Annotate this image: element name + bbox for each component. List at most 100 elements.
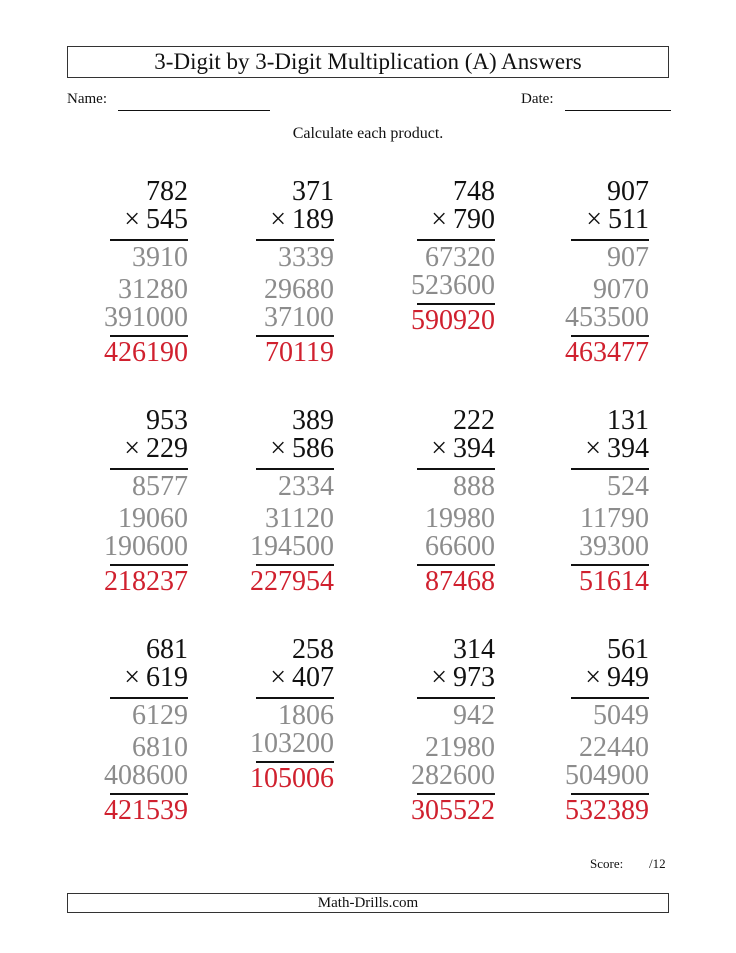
partial-product: 1806 [278, 700, 334, 731]
partial-product: 523600 [411, 270, 495, 301]
partial-product: 67320 [425, 242, 495, 273]
answer: 532389 [565, 795, 649, 826]
partial-product: 21980 [425, 732, 495, 763]
multiplier: 545 [146, 204, 188, 235]
multiplier-rule [417, 239, 495, 241]
multiplier-row: × 790 [431, 206, 495, 234]
partial-product: 504900 [565, 760, 649, 791]
sum-rule [571, 793, 649, 795]
partial-product: 408600 [104, 760, 188, 791]
multiplicand: 222 [453, 405, 495, 436]
partial-product: 391000 [104, 302, 188, 333]
problem: 131 × 394 524 11790 39300 51614 [539, 407, 649, 607]
date-field[interactable] [565, 110, 671, 111]
partial-product: 6129 [132, 700, 188, 731]
multiplier-row: × 586 [270, 435, 334, 463]
sum-rule [110, 564, 188, 566]
multiplier-rule [571, 239, 649, 241]
multiplier: 394 [453, 433, 495, 464]
partial-product: 5049 [593, 700, 649, 731]
answer: 590920 [411, 305, 495, 336]
multiplier: 790 [453, 204, 495, 235]
answer: 305522 [411, 795, 495, 826]
sum-rule [256, 564, 334, 566]
multiplier: 511 [608, 204, 649, 235]
times-icon: × [431, 662, 447, 693]
footer: Math-Drills.com [67, 893, 669, 913]
sum-rule [110, 793, 188, 795]
answer: 218237 [104, 566, 188, 597]
problem: 389 × 586 2334 31120 194500 227954 [224, 407, 334, 607]
sum-rule [256, 335, 334, 337]
answer: 426190 [104, 337, 188, 368]
multiplier-rule [417, 697, 495, 699]
problem: 258 × 407 1806 103200 105006 [224, 636, 334, 836]
sum-rule [417, 793, 495, 795]
multiplier: 949 [607, 662, 649, 693]
multiplier-row: × 394 [431, 435, 495, 463]
multiplier-row: × 973 [431, 664, 495, 692]
multiplier-row: × 949 [585, 664, 649, 692]
problem: 681 × 619 6129 6810 408600 421539 [78, 636, 188, 836]
multiplier-rule [417, 468, 495, 470]
name-field[interactable] [118, 110, 270, 111]
partial-product: 31120 [265, 503, 334, 534]
problem: 561 × 949 5049 22440 504900 532389 [539, 636, 649, 836]
partial-product: 19060 [118, 503, 188, 534]
multiplicand: 907 [607, 176, 649, 207]
problem: 371 × 189 3339 29680 37100 70119 [224, 178, 334, 378]
multiplicand: 681 [146, 634, 188, 665]
multiplier-rule [571, 697, 649, 699]
problem: 953 × 229 8577 19060 190600 218237 [78, 407, 188, 607]
partial-product: 9070 [593, 274, 649, 305]
partial-product: 66600 [425, 531, 495, 562]
partial-product: 190600 [104, 531, 188, 562]
multiplier-rule [110, 239, 188, 241]
multiplier-row: × 619 [124, 664, 188, 692]
date-label: Date: [521, 91, 554, 107]
multiplier: 407 [292, 662, 334, 693]
times-icon: × [586, 204, 603, 235]
multiplicand: 314 [453, 634, 495, 665]
partial-product: 2334 [278, 471, 334, 502]
multiplier-rule [571, 468, 649, 470]
partial-product: 19980 [425, 503, 495, 534]
partial-product: 907 [607, 242, 649, 273]
partial-product: 6810 [132, 732, 188, 763]
partial-product: 888 [453, 471, 495, 502]
multiplicand: 371 [292, 176, 334, 207]
partial-product: 3910 [132, 242, 188, 273]
score-total: /12 [649, 856, 666, 871]
answer: 51614 [579, 566, 649, 597]
page-title: 3-Digit by 3-Digit Multiplication (A) An… [67, 46, 669, 78]
instructions: Calculate each product. [292, 125, 444, 142]
sum-rule [256, 761, 334, 763]
multiplier-rule [110, 468, 188, 470]
answer: 70119 [265, 337, 334, 368]
multiplier: 973 [453, 662, 495, 693]
name-label: Name: [67, 91, 107, 107]
multiplier-row: × 407 [270, 664, 334, 692]
problem: 907 × 511 907 9070 453500 463477 [539, 178, 649, 378]
multiplier-row: × 394 [585, 435, 649, 463]
partial-product: 194500 [250, 531, 334, 562]
partial-product: 524 [607, 471, 649, 502]
score-label: Score: [590, 856, 624, 871]
partial-product: 29680 [264, 274, 334, 305]
sum-rule [571, 564, 649, 566]
multiplicand: 782 [146, 176, 188, 207]
partial-product: 8577 [132, 471, 188, 502]
partial-product: 22440 [579, 732, 649, 763]
problem: 748 × 790 67320 523600 590920 [385, 178, 495, 378]
multiplicand: 258 [292, 634, 334, 665]
multiplier: 189 [292, 204, 334, 235]
multiplicand: 561 [607, 634, 649, 665]
partial-product: 103200 [250, 728, 334, 759]
answer: 463477 [565, 337, 649, 368]
partial-product: 282600 [411, 760, 495, 791]
times-icon: × [585, 433, 601, 464]
answer: 87468 [425, 566, 495, 597]
multiplicand: 131 [607, 405, 649, 436]
partial-product: 31280 [118, 274, 188, 305]
multiplier: 586 [292, 433, 334, 464]
